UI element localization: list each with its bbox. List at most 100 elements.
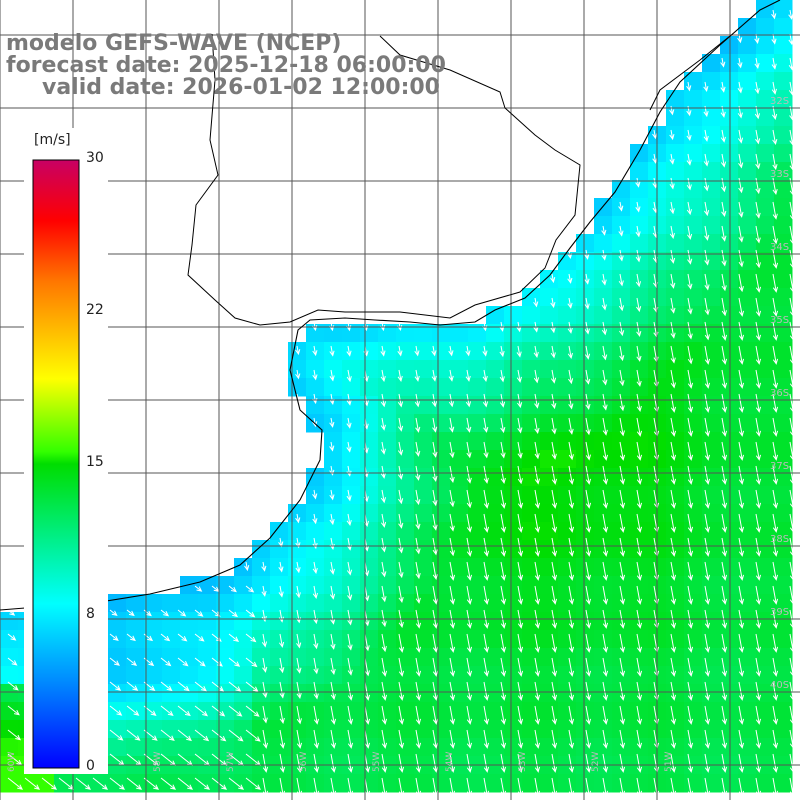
wind-cell bbox=[594, 576, 613, 595]
wind-arrow bbox=[789, 393, 796, 413]
wind-arrow bbox=[619, 441, 626, 461]
wind-arrow bbox=[466, 657, 473, 677]
wind-cell bbox=[180, 684, 199, 703]
wind-cell bbox=[360, 396, 379, 415]
wind-cell bbox=[270, 774, 289, 793]
wind-cell bbox=[540, 270, 559, 289]
wind-cell bbox=[756, 360, 775, 379]
wind-cell bbox=[738, 630, 757, 649]
wind-arrow bbox=[398, 705, 405, 725]
wind-cell bbox=[558, 306, 577, 325]
wind-cell bbox=[486, 378, 505, 397]
wind-cell bbox=[522, 414, 541, 433]
wind-cell bbox=[756, 558, 775, 577]
wind-cell bbox=[630, 234, 649, 253]
wind-cell bbox=[540, 306, 559, 325]
wind-arrow bbox=[415, 633, 422, 653]
wind-arrow bbox=[585, 369, 591, 385]
wind-cell bbox=[666, 270, 685, 289]
wind-cell bbox=[108, 612, 127, 631]
wind-arrow bbox=[432, 489, 438, 507]
wind-cell bbox=[522, 666, 541, 685]
wind-arrow bbox=[296, 705, 302, 725]
wind-cell bbox=[270, 576, 289, 595]
wind-cell bbox=[666, 216, 685, 235]
wind-cell bbox=[486, 486, 505, 505]
wind-cell bbox=[198, 720, 217, 739]
wind-cell bbox=[774, 378, 793, 397]
wind-cell bbox=[720, 630, 739, 649]
wind-arrow bbox=[755, 129, 761, 145]
wind-cell bbox=[702, 54, 721, 73]
wind-arrow bbox=[789, 681, 796, 701]
wind-cell bbox=[774, 54, 793, 73]
wind-cell bbox=[684, 288, 703, 307]
wind-cell bbox=[378, 378, 397, 397]
wind-cell bbox=[774, 648, 793, 667]
wind-arrow bbox=[500, 777, 507, 797]
wind-arrow bbox=[534, 561, 541, 581]
wind-arrow bbox=[670, 633, 677, 653]
wind-cell bbox=[324, 342, 343, 361]
wind-cell bbox=[558, 594, 577, 613]
wind-arrow bbox=[449, 585, 456, 605]
wind-arrow bbox=[755, 681, 762, 701]
wind-arrow bbox=[619, 633, 626, 653]
wind-arrow bbox=[432, 681, 439, 701]
wind-arrow bbox=[517, 585, 524, 605]
wind-arrow bbox=[704, 249, 710, 266]
wind-cell bbox=[324, 324, 343, 343]
wind-arrow bbox=[534, 777, 541, 797]
wind-cell bbox=[594, 360, 613, 379]
wind-cell bbox=[576, 576, 595, 595]
wind-cell bbox=[630, 702, 649, 721]
wind-cell bbox=[360, 360, 379, 379]
wind-cell bbox=[630, 198, 649, 217]
wind-cell bbox=[432, 576, 451, 595]
wind-arrow bbox=[466, 585, 473, 605]
wind-arrow bbox=[585, 417, 591, 436]
wind-cell bbox=[504, 450, 523, 469]
wind-arrow bbox=[381, 609, 387, 628]
wind-cell bbox=[450, 360, 469, 379]
wind-cell bbox=[576, 504, 595, 523]
wind-cell bbox=[666, 144, 685, 163]
wind-cell bbox=[486, 684, 505, 703]
wind-arrow bbox=[585, 441, 591, 461]
wind-arrow bbox=[636, 345, 642, 362]
wind-arrow bbox=[279, 681, 285, 699]
wind-cell bbox=[756, 54, 775, 73]
wind-cell bbox=[666, 630, 685, 649]
wind-cell bbox=[432, 666, 451, 685]
wind-arrow bbox=[7, 777, 24, 790]
wind-cell bbox=[702, 486, 721, 505]
wind-arrow bbox=[551, 729, 558, 749]
wind-arrow bbox=[381, 681, 388, 701]
wind-cell bbox=[720, 720, 739, 739]
wind-arrow bbox=[551, 753, 558, 773]
wind-arrow bbox=[687, 321, 693, 340]
wind-cell bbox=[738, 126, 757, 145]
longitude-label: 60W bbox=[7, 752, 17, 772]
wind-cell bbox=[702, 684, 721, 703]
wind-arrow bbox=[296, 753, 303, 773]
wind-arrow bbox=[534, 513, 541, 533]
wind-cell bbox=[126, 666, 145, 685]
wind-cell bbox=[360, 720, 379, 739]
wind-arrow bbox=[500, 489, 507, 509]
wind-cell bbox=[522, 630, 541, 649]
wind-cell bbox=[144, 684, 163, 703]
wind-cell bbox=[360, 432, 379, 451]
wind-cell bbox=[612, 720, 631, 739]
wind-arrow bbox=[449, 633, 456, 653]
wind-cell bbox=[576, 540, 595, 559]
wind-cell bbox=[684, 576, 703, 595]
wind-arrow bbox=[772, 273, 779, 293]
wind-cell bbox=[630, 504, 649, 523]
wind-arrow bbox=[160, 729, 175, 741]
wind-arrow bbox=[619, 393, 625, 412]
wind-arrow bbox=[687, 465, 694, 485]
wind-arrow bbox=[602, 513, 609, 533]
wind-arrow bbox=[670, 537, 677, 557]
wind-arrow bbox=[738, 537, 745, 557]
